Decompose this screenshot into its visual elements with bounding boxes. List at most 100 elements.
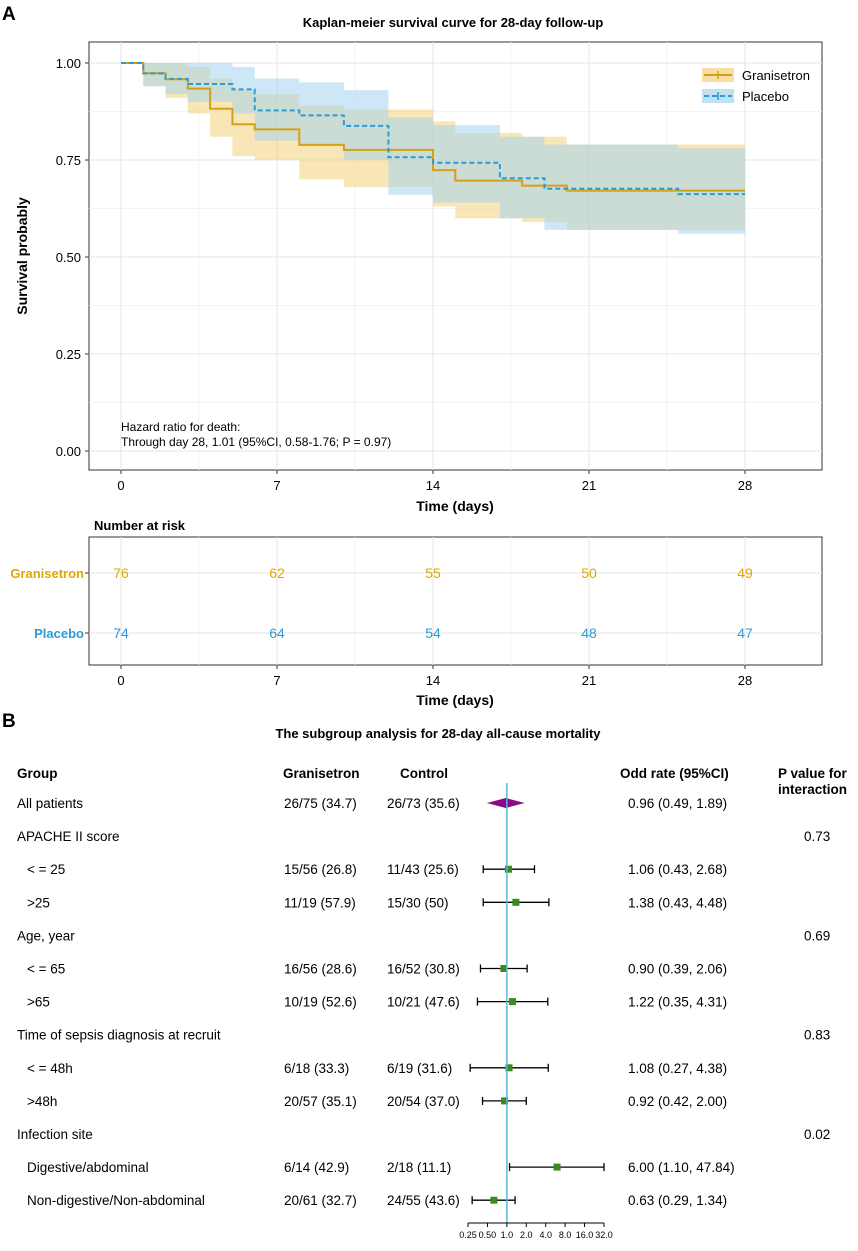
forest-x-tick-label: 16.0 (576, 1230, 594, 1240)
hazard-ratio-line-2: Through day 28, 1.01 (95%CI, 0.58-1.76; … (121, 435, 391, 449)
km-x-tick-label: 14 (426, 478, 440, 493)
forest-row-label: < = 65 (27, 962, 65, 977)
forest-granisetron-cell: 20/57 (35.1) (284, 1094, 357, 1109)
forest-point-estimate (504, 865, 512, 873)
forest-granisetron-cell: 15/56 (26.8) (284, 862, 357, 877)
risk-row-label-placebo: Placebo (34, 626, 84, 641)
panel-b-label: B (2, 711, 16, 732)
forest-point-estimate (553, 1163, 561, 1171)
forest-x-tick-label: 8.0 (559, 1230, 572, 1240)
km-x-tick-label: 0 (117, 478, 124, 493)
forest-p-value-cell: 0.83 (804, 1028, 830, 1043)
header-granisetron: Granisetron (283, 766, 360, 781)
forest-row-label: < = 48h (27, 1061, 73, 1076)
forest-p-value-cell: 0.02 (804, 1127, 830, 1142)
header-p-value-line-2: interaction (778, 782, 847, 797)
forest-row-label: Digestive/abdominal (27, 1160, 149, 1175)
risk-x-tick-label: 0 (117, 673, 124, 688)
forest-or-cell: 1.08 (0.27, 4.38) (628, 1061, 727, 1076)
forest-x-tick-label: 32.0 (595, 1230, 613, 1240)
panel-a-label: A (2, 4, 16, 25)
forest-x-tick-label: 4.0 (539, 1230, 552, 1240)
forest-control-cell: 11/43 (25.6) (387, 862, 459, 877)
forest-or-cell: 1.22 (0.35, 4.31) (628, 995, 727, 1010)
risk-count-granisetron: 49 (737, 565, 753, 581)
km-y-tick-label: 1.00 (56, 56, 81, 71)
forest-or-cell: 1.38 (0.43, 4.48) (628, 895, 727, 910)
km-line-placebo (121, 62, 745, 196)
forest-granisetron-cell: 16/56 (28.6) (284, 962, 357, 977)
forest-summary-diamond (486, 798, 525, 808)
forest-or-cell: 0.63 (0.29, 1.34) (628, 1193, 727, 1208)
forest-point-estimate (505, 1064, 513, 1072)
forest-x-tick-label: 2.0 (520, 1230, 533, 1240)
forest-row-label: >65 (27, 995, 50, 1010)
header-group: Group (17, 766, 58, 781)
risk-count-granisetron: 62 (269, 565, 285, 581)
forest-or-cell: 0.92 (0.42, 2.00) (628, 1094, 727, 1109)
km-legend: Granisetron Placebo (702, 68, 810, 104)
forest-control-cell: 6/19 (31.6) (387, 1061, 452, 1076)
forest-x-tick-label: 0.50 (479, 1230, 497, 1240)
forest-point-estimate (512, 898, 520, 906)
risk-count-granisetron: 50 (581, 565, 597, 581)
forest-or-cell: 0.90 (0.39, 2.06) (628, 962, 727, 977)
forest-p-value-cell: 0.69 (804, 928, 830, 943)
risk-table-title: Number at risk (94, 518, 186, 533)
km-survival-lines (121, 62, 745, 196)
header-odds-ratio: Odd rate (95%CI) (620, 766, 729, 781)
km-y-tick-label: 0.00 (56, 444, 81, 459)
km-y-tick-label: 0.50 (56, 250, 81, 265)
risk-count-granisetron: 76 (113, 565, 129, 581)
forest-title: The subgroup analysis for 28-day all-cau… (275, 726, 601, 741)
risk-table-x-axis: 0 7 14 21 28 (117, 665, 752, 688)
forest-control-cell: 15/30 (50) (387, 895, 449, 910)
forest-or-cell: 1.06 (0.43, 2.68) (628, 862, 727, 877)
forest-row-label: All patients (17, 796, 83, 811)
risk-x-tick-label: 21 (582, 673, 596, 688)
forest-granisetron-cell: 20/61 (32.7) (284, 1193, 357, 1208)
forest-point-estimate (508, 998, 516, 1006)
forest-control-cell: 26/73 (35.6) (387, 796, 460, 811)
forest-headers: Group Granisetron Control Odd rate (95%C… (17, 766, 848, 797)
km-y-tick-label: 0.25 (56, 347, 81, 362)
forest-row-label: >48h (27, 1094, 57, 1109)
risk-table-panel (88, 536, 823, 666)
forest-or-cell: 6.00 (1.10, 47.84) (628, 1160, 735, 1175)
forest-control-cell: 2/18 (11.1) (387, 1160, 451, 1175)
risk-count-placebo: 48 (581, 625, 597, 641)
forest-plot-area (469, 783, 605, 1223)
risk-table-grid (89, 537, 822, 665)
forest-control-cell: 20/54 (37.0) (387, 1094, 460, 1109)
forest-granisetron-cell: 26/75 (34.7) (284, 796, 357, 811)
forest-point-estimate (501, 1097, 509, 1105)
forest-control-cell: 10/21 (47.6) (387, 995, 460, 1010)
forest-row-label: Infection site (17, 1127, 93, 1142)
hazard-ratio-line-1: Hazard ratio for death: (121, 420, 240, 434)
km-x-tick-label: 7 (273, 478, 280, 493)
forest-control-cell: 16/52 (30.8) (387, 962, 460, 977)
km-y-tick-label: 0.75 (56, 153, 81, 168)
risk-count-placebo: 47 (737, 625, 753, 641)
risk-count-granisetron: 55 (425, 565, 441, 581)
km-x-axis-title: Time (days) (416, 498, 494, 514)
km-y-axis-title: Survival probably (14, 197, 30, 315)
forest-point-estimate (500, 965, 508, 972)
forest-row-label: < = 25 (27, 862, 65, 877)
forest-x-tick-label: 0.25 (459, 1230, 477, 1240)
risk-count-placebo: 54 (425, 625, 441, 641)
risk-table-rows: Granisetron 76 62 55 50 49 Placebo 74 64 54 48 47 (10, 565, 753, 641)
risk-x-tick-label: 28 (738, 673, 752, 688)
forest-point-estimate (490, 1196, 498, 1204)
km-y-axis: 0.00 0.25 0.50 0.75 1.00 (56, 56, 89, 459)
risk-count-placebo: 74 (113, 625, 129, 641)
risk-x-tick-label: 7 (273, 673, 280, 688)
forest-row-label: APACHE II score (17, 829, 120, 844)
header-control: Control (400, 766, 448, 781)
km-title: Kaplan-meier survival curve for 28-day f… (303, 15, 604, 30)
legend-label-granisetron: Granisetron (742, 68, 810, 83)
forest-row-label: Non-digestive/Non-abdominal (27, 1193, 205, 1208)
km-x-tick-label: 28 (738, 478, 752, 493)
forest-rows: All patients 26/75 (34.7) 26/73 (35.6) 0.96… (17, 796, 830, 1208)
forest-p-value-cell: 0.73 (804, 829, 830, 844)
